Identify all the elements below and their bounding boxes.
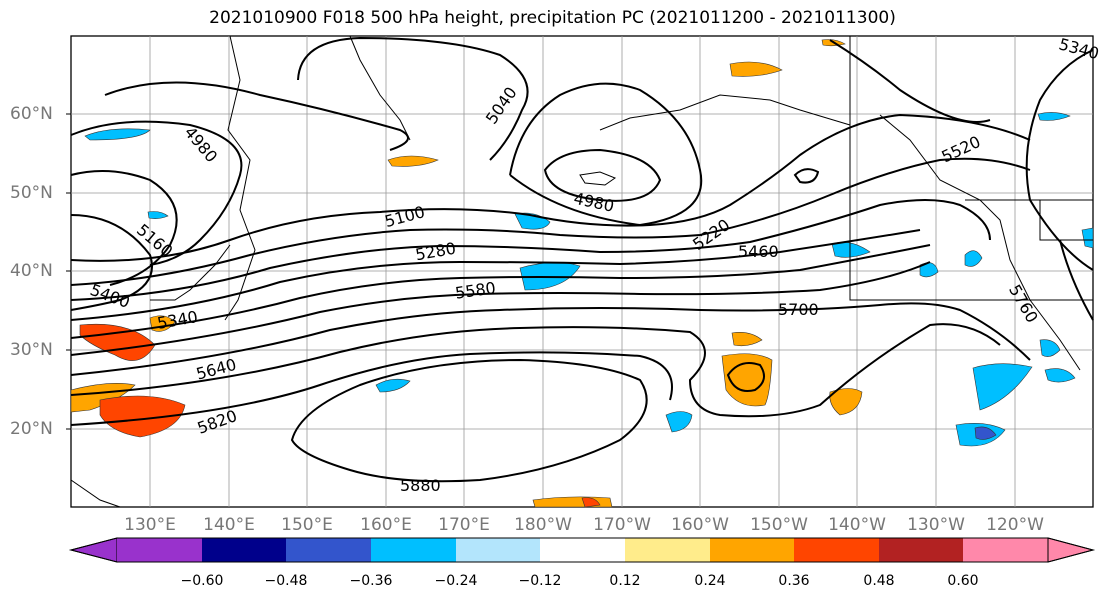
colorbar <box>69 537 1095 563</box>
colorbar-bin <box>371 538 456 562</box>
colorbar-tick-label: −0.36 <box>349 573 393 589</box>
lat-label: 30°N <box>10 340 53 360</box>
colorbar-bin <box>202 538 286 562</box>
axis-ticks <box>66 113 71 430</box>
colorbar-bin <box>794 538 879 562</box>
lon-label: 160°W <box>671 515 729 535</box>
lon-label: 140°W <box>828 515 886 535</box>
colorbar-tick-label: −0.24 <box>434 573 478 589</box>
colorbar-tick-label: −0.12 <box>518 573 562 589</box>
lon-label: 130°W <box>907 515 965 535</box>
lat-label: 20°N <box>10 419 53 439</box>
lon-label: 140°E <box>203 515 255 535</box>
lat-label: 60°N <box>10 104 53 124</box>
colorbar-extend-high <box>1047 537 1095 563</box>
colorbar-tick-label: 0.12 <box>609 573 641 589</box>
colorbar-bin <box>456 538 540 562</box>
colorbar-bin <box>879 538 963 562</box>
lon-label: 160°E <box>360 515 412 535</box>
map-panel: 4980 5040 4980 5100 5280 5220 5460 5580 … <box>66 34 1101 508</box>
colorbar-tick-label: 0.48 <box>863 573 895 589</box>
colorbar-bin <box>963 538 1048 562</box>
lon-label: 170°W <box>593 515 651 535</box>
lon-label: 180°W <box>514 515 572 535</box>
lon-label: 130°E <box>124 515 176 535</box>
colorbar-bin <box>625 538 710 562</box>
coastlines <box>70 35 1093 508</box>
contour-label: 5460 <box>738 242 779 261</box>
colorbar-bin <box>286 538 371 562</box>
lon-label: 150°E <box>281 515 333 535</box>
colorbar-tick-label: −0.48 <box>264 573 308 589</box>
colorbar-tick-label: 0.24 <box>694 573 726 589</box>
contour-label: 5880 <box>400 476 441 495</box>
precip-shading <box>70 39 1094 508</box>
colorbar-bin <box>710 538 794 562</box>
lon-label: 170°E <box>438 515 490 535</box>
colorbar-bin <box>117 538 202 562</box>
colorbar-tick-label: 0.60 <box>947 573 979 589</box>
lat-label: 40°N <box>10 261 53 281</box>
colorbar-bin <box>540 538 625 562</box>
contour-label: 5700 <box>778 300 819 319</box>
map-title: 2021010900 F018 500 hPa height, precipit… <box>209 8 896 28</box>
lon-label: 150°W <box>750 515 808 535</box>
lat-label: 50°N <box>10 183 53 203</box>
colorbar-tick-label: −0.60 <box>180 573 224 589</box>
colorbar-tick-label: 0.36 <box>778 573 810 589</box>
lon-label: 120°W <box>986 515 1044 535</box>
colorbar-extend-low <box>69 537 118 563</box>
